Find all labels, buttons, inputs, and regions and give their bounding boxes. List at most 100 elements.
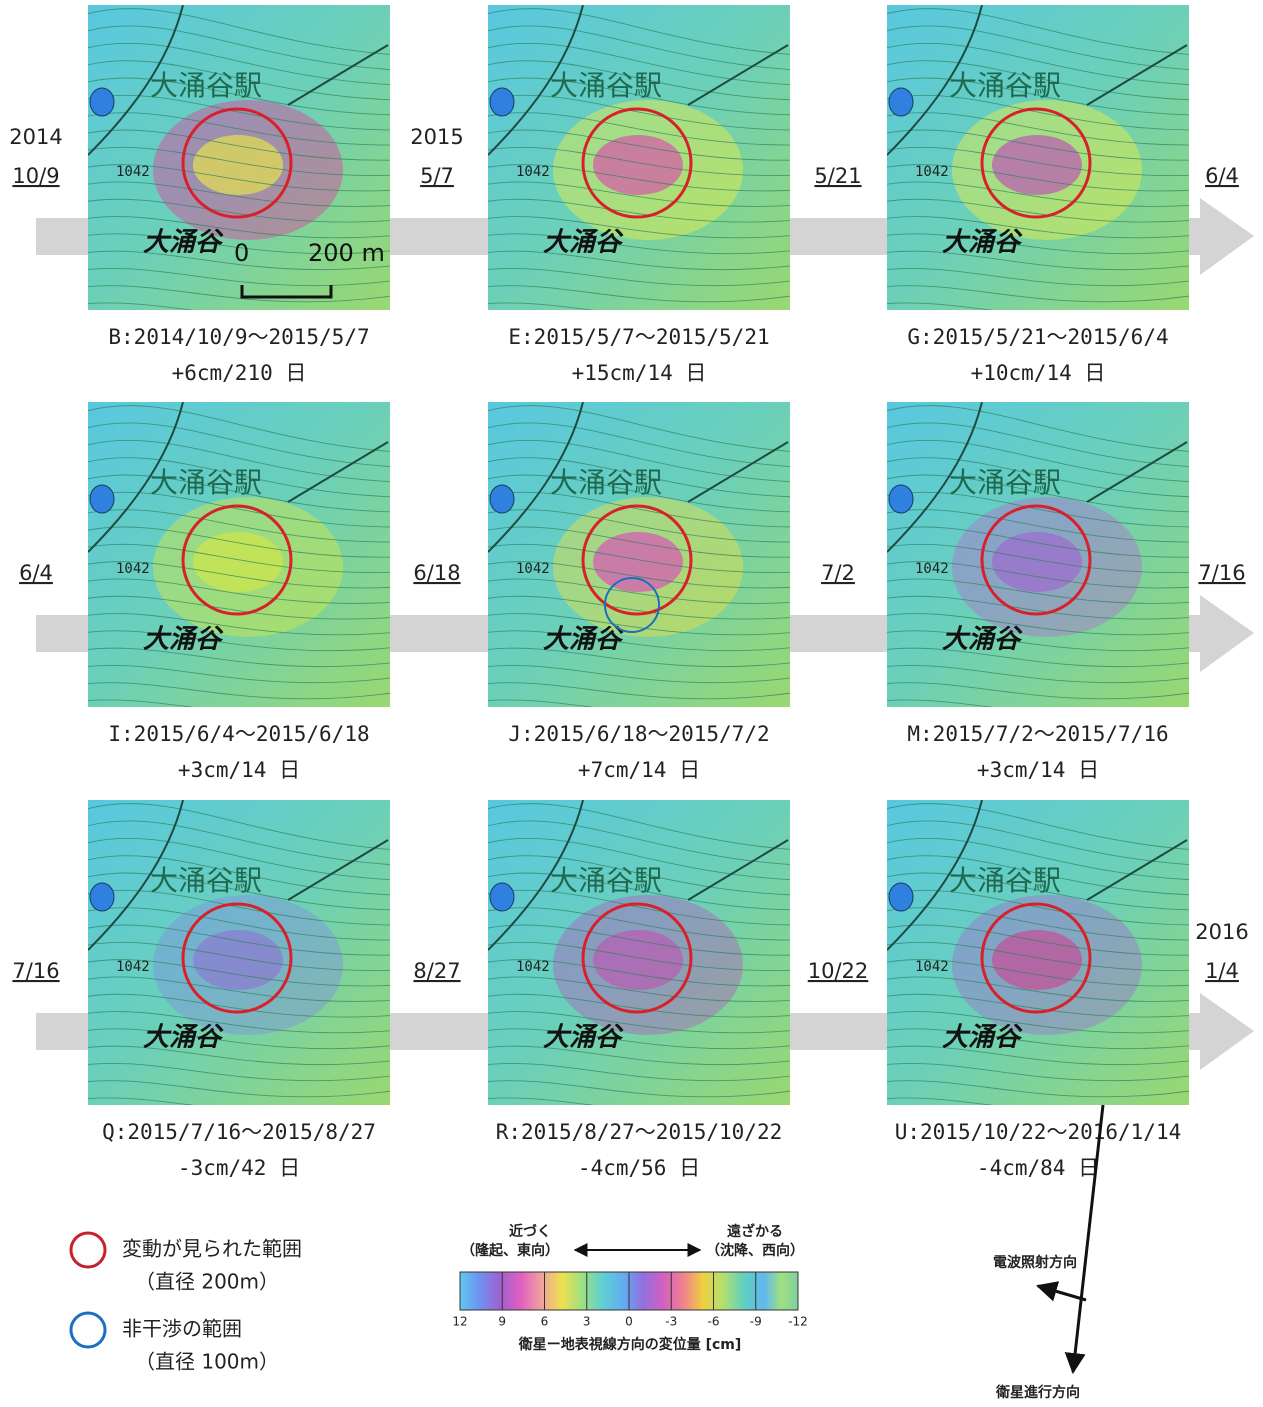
map-panel: 大涌谷駅1042大涌谷 [83,402,398,715]
year-label: 2016 [1195,920,1248,944]
colorbar-tick-label: -9 [750,1315,762,1329]
panel-caption: U:2015/10/22〜2016/1/14 [895,1120,1182,1144]
date-label: 5/7 [420,164,454,188]
colorbar-tick-label: 9 [498,1315,506,1329]
colorbar-near-note: （隆起、東向） [461,1242,559,1259]
panel-caption: E:2015/5/7〜2015/5/21 [508,325,769,349]
colorbar-near: 近づく [509,1223,551,1240]
pond [490,88,514,116]
map: 大涌谷駅1042大涌谷 [83,800,398,1113]
colorbar-title: 衛星ー地表視線方向の変位量 [cm] [518,1336,742,1353]
figure: 201410/920155/75/216/46/46/187/27/167/16… [0,0,1263,1407]
legend-note: （直径 100m） [135,1350,279,1374]
panel-rate: +3cm/14 日 [178,758,300,782]
station-label: 大涌谷駅 [150,69,262,102]
station-label: 大涌谷駅 [150,466,262,499]
map: 大涌谷駅1042大涌谷 [83,402,398,715]
date-label: 6/18 [413,561,460,585]
scale-length: 200 m [308,239,385,267]
colorbar-far-note: （沈降、西向） [706,1242,804,1259]
colorbar-tick-label: 3 [583,1315,591,1329]
elevation-label: 1042 [915,561,949,577]
date-label: 10/22 [808,959,869,983]
deformation-core [193,135,283,195]
map: 大涌谷駅1042大涌谷 [882,800,1197,1113]
valley-label: 大涌谷 [143,228,224,258]
deformation-core [593,930,683,990]
valley-label: 大涌谷 [942,228,1023,258]
colorbar-tick-label: -3 [665,1315,677,1329]
date-label: 8/27 [413,959,460,983]
colorbar-tick-label: 0 [625,1315,633,1329]
deformation-core [992,532,1082,592]
panel-rate: +3cm/14 日 [977,758,1099,782]
valley-label: 大涌谷 [543,625,624,655]
date-label: 5/21 [814,164,861,188]
deformation-core [193,930,283,990]
map: 大涌谷駅 1042 大涌谷 0 200 m [83,5,398,318]
panel-rate: +6cm/210 日 [172,361,307,385]
panel-rate: -4cm/56 日 [578,1156,700,1180]
panel-caption: J:2015/6/18〜2015/7/2 [508,722,769,746]
station-label: 大涌谷駅 [949,466,1061,499]
year-label: 2015 [410,125,463,149]
legend-circle [71,1313,105,1347]
valley-label: 大涌谷 [942,1023,1023,1053]
elevation-label: 1042 [116,164,150,180]
map: 大涌谷駅1042大涌谷 [483,800,798,1113]
pond [490,485,514,513]
valley-label: 大涌谷 [543,228,624,258]
legend-label: 変動が見られた範囲 [122,1237,302,1261]
panel-caption: I:2015/6/4〜2015/6/18 [108,722,369,746]
timeline-arrowhead [1200,198,1254,275]
elevation-label: 1042 [116,561,150,577]
elevation-label: 1042 [516,164,550,180]
map-panel: 大涌谷駅1042大涌谷 [83,800,398,1113]
date-label: 6/4 [19,561,53,585]
orbit-arrow [1073,1105,1103,1372]
deformation-core [992,135,1082,195]
map-panel: 大涌谷駅 1042 大涌谷 [483,402,798,715]
legend-note: （直径 200m） [135,1270,279,1294]
radar-label: 電波照射方向 [993,1254,1077,1271]
panel-rate: +15cm/14 日 [572,361,707,385]
pond [889,883,913,911]
panel-rate: +10cm/14 日 [971,361,1106,385]
elevation-label: 1042 [516,561,550,577]
scale-zero: 0 [234,239,249,267]
map: 大涌谷駅1042大涌谷 [882,5,1197,318]
map-panel: 大涌谷駅 1042 大涌谷 0 200 m [83,5,398,318]
map: 大涌谷駅1042大涌谷 [882,402,1197,715]
legend-circle [71,1233,105,1267]
panel-rate: +7cm/14 日 [578,758,700,782]
pond [90,88,114,116]
pond [90,883,114,911]
deformation-core [992,930,1082,990]
map: 大涌谷駅 1042 大涌谷 [483,402,798,715]
colorbar-tick-label: 6 [541,1315,549,1329]
map: 大涌谷駅1042大涌谷 [483,5,798,318]
deformation-core [593,532,683,592]
deformation-core [593,135,683,195]
radar-arrow [1038,1286,1086,1300]
date-label: 7/2 [821,561,855,585]
map-panel: 大涌谷駅1042大涌谷 [882,5,1197,318]
pond [490,883,514,911]
date-label: 7/16 [1198,561,1245,585]
date-label: 1/4 [1205,959,1239,983]
legend-label: 非干渉の範囲 [122,1317,242,1341]
panel-caption: Q:2015/7/16〜2015/8/27 [102,1120,376,1144]
elevation-label: 1042 [116,959,150,975]
panel-caption: G:2015/5/21〜2015/6/4 [907,325,1168,349]
station-label: 大涌谷駅 [550,466,662,499]
deformation-core [193,532,283,592]
station-label: 大涌谷駅 [150,864,262,897]
date-label: 7/16 [12,959,59,983]
date-label: 10/9 [12,164,59,188]
station-label: 大涌谷駅 [949,864,1061,897]
colorbar-tick-label: -12 [788,1315,808,1329]
panel-rate: -3cm/42 日 [178,1156,300,1180]
timeline-arrowhead [1200,595,1254,672]
panel-rate: -4cm/84 日 [977,1156,1099,1180]
